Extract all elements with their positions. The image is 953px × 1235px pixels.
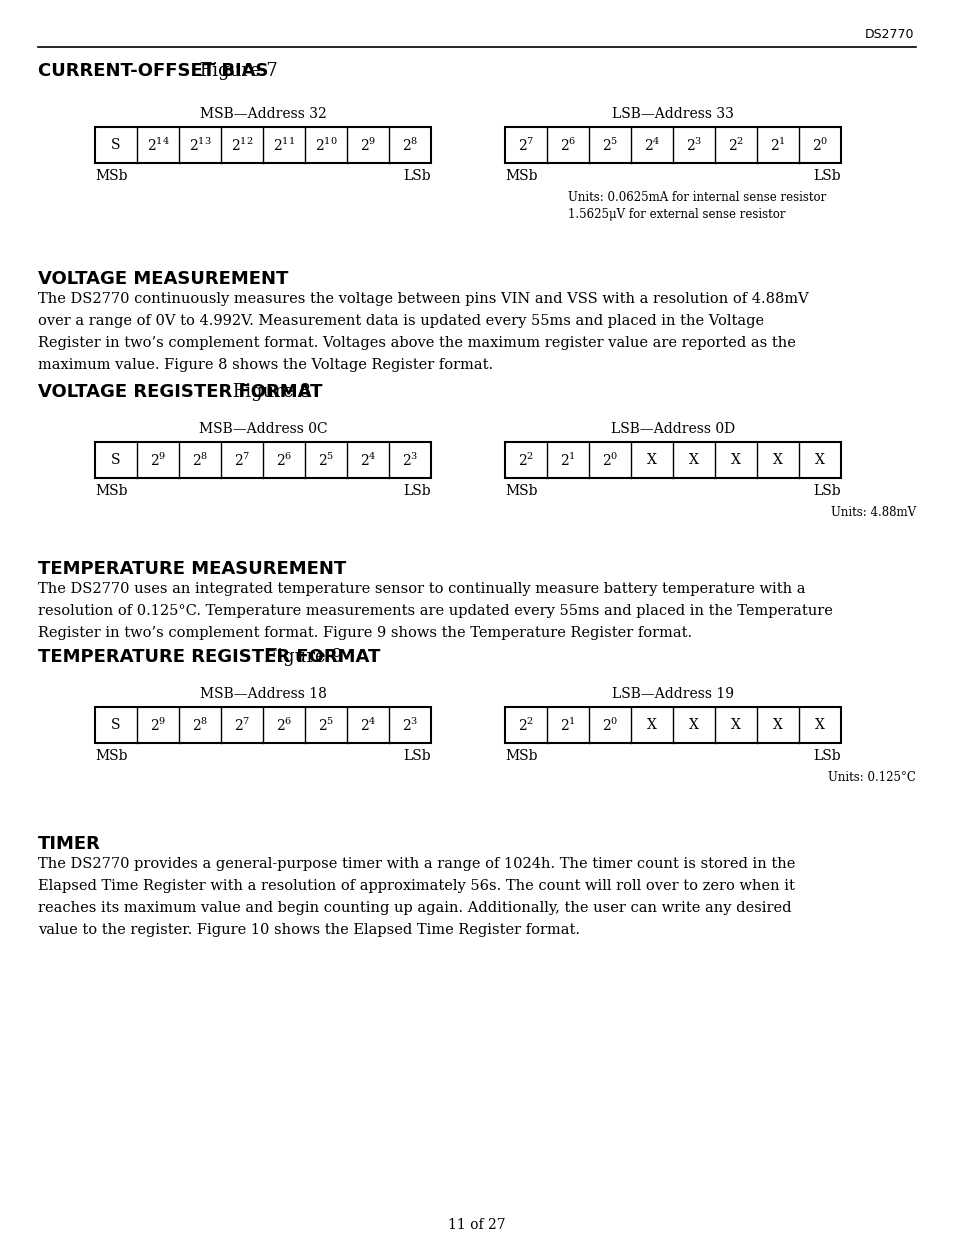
- Text: Figure 8: Figure 8: [227, 383, 310, 401]
- Text: LSB—Address 0D: LSB—Address 0D: [610, 422, 735, 436]
- Text: $2^{8}$: $2^{8}$: [401, 136, 417, 153]
- Text: $2^{11}$: $2^{11}$: [273, 136, 294, 153]
- Text: $2^{4}$: $2^{4}$: [643, 136, 659, 153]
- Text: MSB—Address 32: MSB—Address 32: [199, 107, 326, 121]
- Text: TIMER: TIMER: [38, 835, 101, 853]
- Text: Units: 0.0625mA for internal sense resistor: Units: 0.0625mA for internal sense resis…: [567, 191, 825, 204]
- Text: $2^{7}$: $2^{7}$: [517, 136, 534, 153]
- Text: maximum value. Figure 8 shows the Voltage Register format.: maximum value. Figure 8 shows the Voltag…: [38, 358, 493, 372]
- Text: DS2770: DS2770: [863, 28, 913, 41]
- Text: $2^{14}$: $2^{14}$: [147, 136, 170, 153]
- Text: value to the register. Figure 10 shows the Elapsed Time Register format.: value to the register. Figure 10 shows t…: [38, 923, 579, 937]
- Text: $2^{9}$: $2^{9}$: [150, 451, 166, 468]
- Text: 1.5625μV for external sense resistor: 1.5625μV for external sense resistor: [567, 207, 784, 221]
- Text: LSb: LSb: [813, 169, 841, 183]
- Text: LSB—Address 19: LSB—Address 19: [612, 687, 733, 701]
- Text: LSb: LSb: [403, 748, 431, 763]
- Text: $2^{6}$: $2^{6}$: [275, 716, 292, 734]
- Text: S: S: [112, 138, 121, 152]
- Text: X: X: [646, 453, 657, 467]
- Text: Register in two’s complement format. Figure 9 shows the Temperature Register for: Register in two’s complement format. Fig…: [38, 626, 691, 640]
- Text: LSB—Address 33: LSB—Address 33: [612, 107, 733, 121]
- Bar: [504, 706, 841, 743]
- Text: X: X: [730, 453, 740, 467]
- Text: X: X: [730, 718, 740, 732]
- Text: $2^{0}$: $2^{0}$: [811, 136, 827, 153]
- Text: MSB—Address 18: MSB—Address 18: [199, 687, 326, 701]
- Text: S: S: [112, 718, 121, 732]
- Text: X: X: [688, 718, 699, 732]
- Text: $2^{0}$: $2^{0}$: [601, 451, 618, 468]
- Text: 11 of 27: 11 of 27: [448, 1218, 505, 1233]
- Text: MSb: MSb: [504, 169, 537, 183]
- Bar: [95, 127, 431, 163]
- Text: $2^{1}$: $2^{1}$: [559, 451, 576, 468]
- Text: Units: 4.88mV: Units: 4.88mV: [830, 506, 915, 519]
- Text: $2^{3}$: $2^{3}$: [401, 716, 417, 734]
- Bar: [504, 442, 841, 478]
- Text: $2^{3}$: $2^{3}$: [401, 451, 417, 468]
- Text: over a range of 0V to 4.992V. Measurement data is updated every 55ms and placed : over a range of 0V to 4.992V. Measuremen…: [38, 314, 763, 329]
- Text: $2^{4}$: $2^{4}$: [359, 716, 376, 734]
- Text: $2^{3}$: $2^{3}$: [685, 136, 701, 153]
- Text: $2^{9}$: $2^{9}$: [150, 716, 166, 734]
- Text: Units: 0.125°C: Units: 0.125°C: [827, 771, 915, 784]
- Text: LSb: LSb: [403, 484, 431, 498]
- Text: $2^{2}$: $2^{2}$: [517, 716, 534, 734]
- Text: $2^{12}$: $2^{12}$: [231, 136, 253, 153]
- Text: $2^{2}$: $2^{2}$: [727, 136, 743, 153]
- Text: The DS2770 uses an integrated temperature sensor to continually measure battery : The DS2770 uses an integrated temperatur…: [38, 582, 804, 597]
- Text: The DS2770 continuously measures the voltage between pins VIN and VSS with a res: The DS2770 continuously measures the vol…: [38, 291, 808, 306]
- Text: $2^{6}$: $2^{6}$: [559, 136, 576, 153]
- Text: S: S: [112, 453, 121, 467]
- Text: Elapsed Time Register with a resolution of approximately 56s. The count will rol: Elapsed Time Register with a resolution …: [38, 879, 794, 893]
- Text: X: X: [646, 718, 657, 732]
- Text: $2^{5}$: $2^{5}$: [601, 136, 618, 153]
- Text: LSb: LSb: [813, 484, 841, 498]
- Text: Figure 7: Figure 7: [193, 62, 277, 80]
- Text: Figure 9: Figure 9: [259, 648, 343, 666]
- Text: MSB—Address 0C: MSB—Address 0C: [198, 422, 327, 436]
- Text: X: X: [814, 718, 824, 732]
- Text: MSb: MSb: [504, 484, 537, 498]
- Text: resolution of 0.125°C. Temperature measurements are updated every 55ms and place: resolution of 0.125°C. Temperature measu…: [38, 604, 832, 618]
- Text: MSb: MSb: [95, 484, 128, 498]
- Text: X: X: [688, 453, 699, 467]
- Text: VOLTAGE REGISTER FORMAT: VOLTAGE REGISTER FORMAT: [38, 383, 322, 401]
- Text: LSb: LSb: [403, 169, 431, 183]
- Text: $2^{13}$: $2^{13}$: [189, 136, 212, 153]
- Text: X: X: [772, 718, 782, 732]
- Text: $2^{4}$: $2^{4}$: [359, 451, 376, 468]
- Text: $2^{1}$: $2^{1}$: [769, 136, 785, 153]
- Text: $2^{0}$: $2^{0}$: [601, 716, 618, 734]
- Text: VOLTAGE MEASUREMENT: VOLTAGE MEASUREMENT: [38, 270, 288, 288]
- Text: $2^{9}$: $2^{9}$: [359, 136, 375, 153]
- Text: MSb: MSb: [95, 748, 128, 763]
- Text: $2^{8}$: $2^{8}$: [192, 451, 208, 468]
- Text: reaches its maximum value and begin counting up again. Additionally, the user ca: reaches its maximum value and begin coun…: [38, 902, 791, 915]
- Text: MSb: MSb: [95, 169, 128, 183]
- Text: TEMPERATURE MEASUREMENT: TEMPERATURE MEASUREMENT: [38, 559, 346, 578]
- Bar: [95, 442, 431, 478]
- Text: $2^{5}$: $2^{5}$: [317, 716, 334, 734]
- Text: Register in two’s complement format. Voltages above the maximum register value a: Register in two’s complement format. Vol…: [38, 336, 795, 350]
- Text: TEMPERATURE REGISTER FORMAT: TEMPERATURE REGISTER FORMAT: [38, 648, 380, 666]
- Text: X: X: [772, 453, 782, 467]
- Bar: [95, 706, 431, 743]
- Text: $2^{2}$: $2^{2}$: [517, 451, 534, 468]
- Text: $2^{10}$: $2^{10}$: [314, 136, 337, 153]
- Text: $2^{7}$: $2^{7}$: [233, 451, 250, 468]
- Text: $2^{6}$: $2^{6}$: [275, 451, 292, 468]
- Text: X: X: [814, 453, 824, 467]
- Text: $2^{1}$: $2^{1}$: [559, 716, 576, 734]
- Text: $2^{8}$: $2^{8}$: [192, 716, 208, 734]
- Bar: [504, 127, 841, 163]
- Text: The DS2770 provides a general-purpose timer with a range of 1024h. The timer cou: The DS2770 provides a general-purpose ti…: [38, 857, 795, 871]
- Text: $2^{5}$: $2^{5}$: [317, 451, 334, 468]
- Text: LSb: LSb: [813, 748, 841, 763]
- Text: MSb: MSb: [504, 748, 537, 763]
- Text: CURRENT-OFFSET BIAS: CURRENT-OFFSET BIAS: [38, 62, 268, 80]
- Text: $2^{7}$: $2^{7}$: [233, 716, 250, 734]
